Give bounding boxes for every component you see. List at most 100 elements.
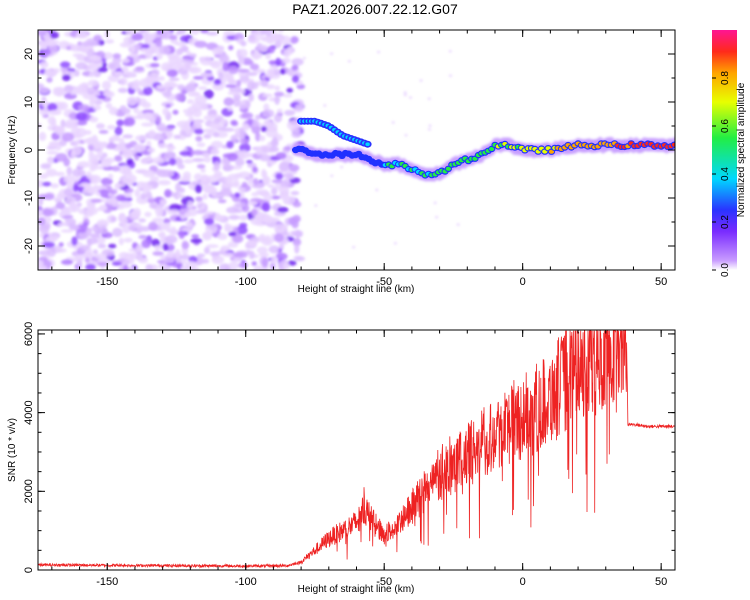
ridge-cell [489, 147, 495, 151]
noise-cell [228, 79, 237, 85]
noise-cell [393, 242, 397, 245]
noise-cell [111, 262, 122, 266]
noise-cell [248, 250, 255, 260]
noise-cell [286, 87, 294, 94]
noise-cell [145, 50, 154, 59]
noise-cell [200, 72, 214, 78]
noise-cell [278, 161, 290, 172]
noise-cell [135, 135, 148, 142]
noise-cell [258, 145, 270, 155]
noise-cell [187, 222, 194, 229]
noise-cell [76, 259, 83, 269]
noise-cell [284, 109, 296, 116]
noise-cell [273, 223, 286, 233]
noise-cell [105, 143, 118, 150]
noise-cell [112, 53, 122, 59]
noise-cell [159, 45, 171, 55]
noise-cell [347, 60, 351, 63]
noise-cell [85, 263, 96, 270]
noise-cell [282, 172, 294, 178]
noise-cell [275, 173, 284, 180]
noise-cell [39, 41, 47, 51]
noise-cell [275, 252, 288, 260]
noise-cell [86, 207, 98, 215]
noise-cell [45, 168, 58, 177]
noise-cell [163, 257, 175, 264]
noise-cell [47, 156, 54, 165]
noise-cell [105, 102, 113, 109]
noise-cell [48, 40, 60, 45]
noise-cell [47, 102, 58, 112]
noise-cell [199, 56, 213, 66]
noise-cell [61, 259, 73, 266]
noise-cell [63, 188, 73, 196]
noise-cell [54, 86, 65, 96]
noise-cell [212, 132, 220, 138]
x-tick-label: -50 [376, 276, 392, 288]
noise-cell [182, 171, 192, 180]
noise-cell [141, 239, 151, 249]
noise-cell [179, 150, 192, 157]
noise-cell [227, 241, 239, 248]
noise-cell [162, 218, 171, 224]
x-tick-label: 50 [655, 576, 667, 588]
x-tick-label: -150 [96, 576, 118, 588]
noise-cell [115, 194, 126, 202]
noise-cell [86, 237, 93, 247]
noise-cell [88, 71, 95, 78]
noise-cell [122, 134, 133, 139]
x-tick-label: 50 [655, 276, 667, 288]
noise-cell [89, 55, 102, 62]
noise-cell [277, 206, 289, 213]
noise-cell [50, 183, 59, 189]
noise-cell [210, 60, 222, 69]
noise-cell [409, 96, 412, 99]
noise-cell [276, 108, 283, 114]
noise-cell [238, 190, 245, 200]
noise-cell [124, 188, 134, 193]
noise-cell [40, 100, 49, 107]
y-tick-label: 4000 [23, 400, 35, 424]
noise-cell [87, 64, 100, 71]
noise-cell [119, 200, 132, 208]
noise-cell [295, 103, 304, 111]
noise-cell [245, 100, 251, 109]
noise-cell [70, 44, 82, 52]
noise-cell [252, 166, 258, 173]
noise-cell [176, 30, 182, 36]
noise-cell [46, 77, 53, 83]
noise-cell [144, 211, 152, 218]
noise-cell [238, 56, 245, 66]
noise-cell [282, 262, 290, 270]
noise-cell [75, 119, 88, 126]
noise-cell [247, 35, 260, 44]
y-tick-label: -20 [23, 238, 35, 254]
noise-cell [260, 79, 269, 88]
noise-cell [190, 238, 203, 244]
ridge-cell [472, 156, 478, 161]
noise-cell [78, 208, 88, 215]
noise-cell [156, 53, 163, 60]
y-tick-label: 6000 [23, 322, 35, 346]
noise-cell [294, 256, 306, 262]
noise-cell [123, 237, 133, 243]
noise-cell [235, 251, 248, 259]
noise-cell [83, 251, 94, 260]
noise-cell [158, 180, 171, 186]
noise-cell [87, 186, 97, 195]
noise-cell [159, 199, 166, 205]
noise-cell [198, 86, 208, 90]
noise-cell [291, 75, 300, 83]
noise-cell [224, 73, 231, 78]
noise-cell [213, 161, 221, 171]
noise-cell [208, 186, 218, 196]
noise-cell [259, 30, 272, 35]
noise-cell [149, 62, 160, 68]
snr-xlabel: Height of straight line (km) [298, 584, 415, 595]
noise-cell [296, 83, 306, 90]
noise-cell [196, 253, 206, 258]
noise-cell [158, 264, 165, 269]
y-tick-label: 10 [23, 96, 35, 108]
noise-cell [196, 164, 206, 169]
noise-cell [216, 178, 223, 183]
